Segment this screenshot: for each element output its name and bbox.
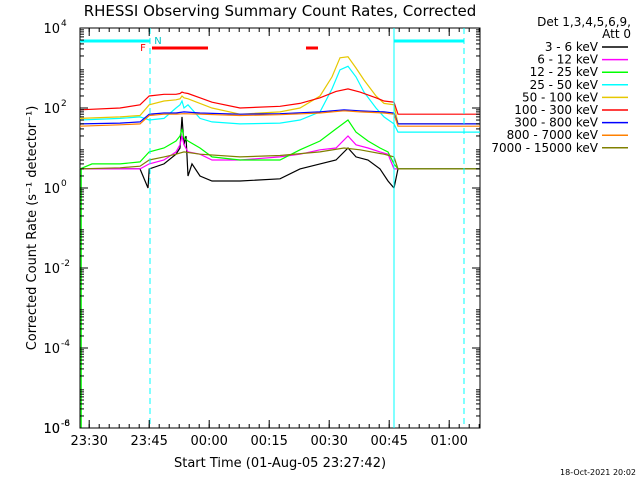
night-label: N bbox=[154, 36, 161, 47]
y-tick-exponent-6: -8 bbox=[61, 419, 70, 429]
series-line-3 bbox=[79, 65, 480, 133]
y-tick-exponent-2: 0 bbox=[61, 179, 67, 189]
y-tick-label-2: 10 bbox=[43, 182, 60, 197]
series-line-7 bbox=[79, 110, 480, 127]
x-tick-label-6: 01:00 bbox=[430, 434, 467, 449]
legend-label-5: 100 - 300 keV bbox=[514, 103, 598, 117]
plot-frame bbox=[79, 27, 481, 429]
x-axis: 23:30 23:45 00:00 00:15 00:30 00:45 01:00 bbox=[70, 28, 480, 449]
series-lines bbox=[79, 56, 480, 428]
y-tick-label-6: 10 bbox=[43, 422, 60, 437]
y-tick-label-3: 10 bbox=[43, 262, 60, 277]
y-axis-label: Corrected Count Rate (s⁻¹ detector⁻¹) bbox=[25, 106, 40, 351]
series-line-0 bbox=[80, 116, 480, 190]
legend-label-1: 6 - 12 keV bbox=[537, 53, 599, 67]
legend-label-2: 12 - 25 keV bbox=[530, 65, 599, 79]
series-line-8 bbox=[79, 147, 480, 170]
x-tick-label-4: 00:30 bbox=[310, 434, 347, 449]
legend-label-3: 25 - 50 keV bbox=[530, 78, 599, 92]
y-tick-label-5: 10 bbox=[43, 422, 60, 437]
x-axis-label: Start Time (01-Aug-05 23:27:42) bbox=[174, 456, 386, 471]
y-tick-label-1: 10 bbox=[43, 102, 60, 117]
y-tick-label-4: 10 bbox=[43, 342, 60, 357]
y-tick-exponent-4: -4 bbox=[61, 339, 70, 349]
x-tick-label-0: 23:30 bbox=[70, 434, 107, 449]
series-line-1 bbox=[80, 135, 480, 170]
legend-header-line-2: Att 0 bbox=[602, 27, 631, 41]
legend-label-4: 50 - 100 keV bbox=[522, 90, 599, 104]
x-tick-label-5: 00:45 bbox=[370, 434, 407, 449]
y-tick-exponent-5: -6 bbox=[61, 419, 70, 429]
legend-label-8: 7000 - 15000 keV bbox=[491, 141, 598, 155]
timestamp: 18-Oct-2021 20:02 bbox=[560, 468, 636, 477]
y-tick-exponent-0: 4 bbox=[61, 19, 67, 29]
x-tick-label-2: 00:00 bbox=[190, 434, 227, 449]
x-tick-label-3: 00:15 bbox=[250, 434, 287, 449]
series-line-2 bbox=[79, 119, 480, 170]
x-tick-label-1: 23:45 bbox=[130, 434, 167, 449]
night-boundary-lines bbox=[149, 28, 465, 428]
legend-label-6: 300 - 800 keV bbox=[514, 116, 598, 130]
series-line-4 bbox=[79, 56, 480, 125]
legend-label-0: 3 - 6 keV bbox=[545, 40, 599, 54]
legend-header-line-1: Det 1,3,4,5,6,9, bbox=[537, 15, 631, 29]
flare-label: F bbox=[140, 43, 146, 54]
y-tick-label-0: 10 bbox=[43, 22, 60, 37]
chart-title: RHESSI Observing Summary Count Rates, Co… bbox=[84, 2, 477, 20]
legend-label-7: 800 - 7000 keV bbox=[507, 128, 599, 142]
series-line-5 bbox=[79, 88, 480, 115]
y-tick-exponent-3: -2 bbox=[61, 259, 70, 269]
y-tick-exponent-1: 2 bbox=[61, 99, 67, 109]
series-line-6 bbox=[79, 109, 480, 125]
